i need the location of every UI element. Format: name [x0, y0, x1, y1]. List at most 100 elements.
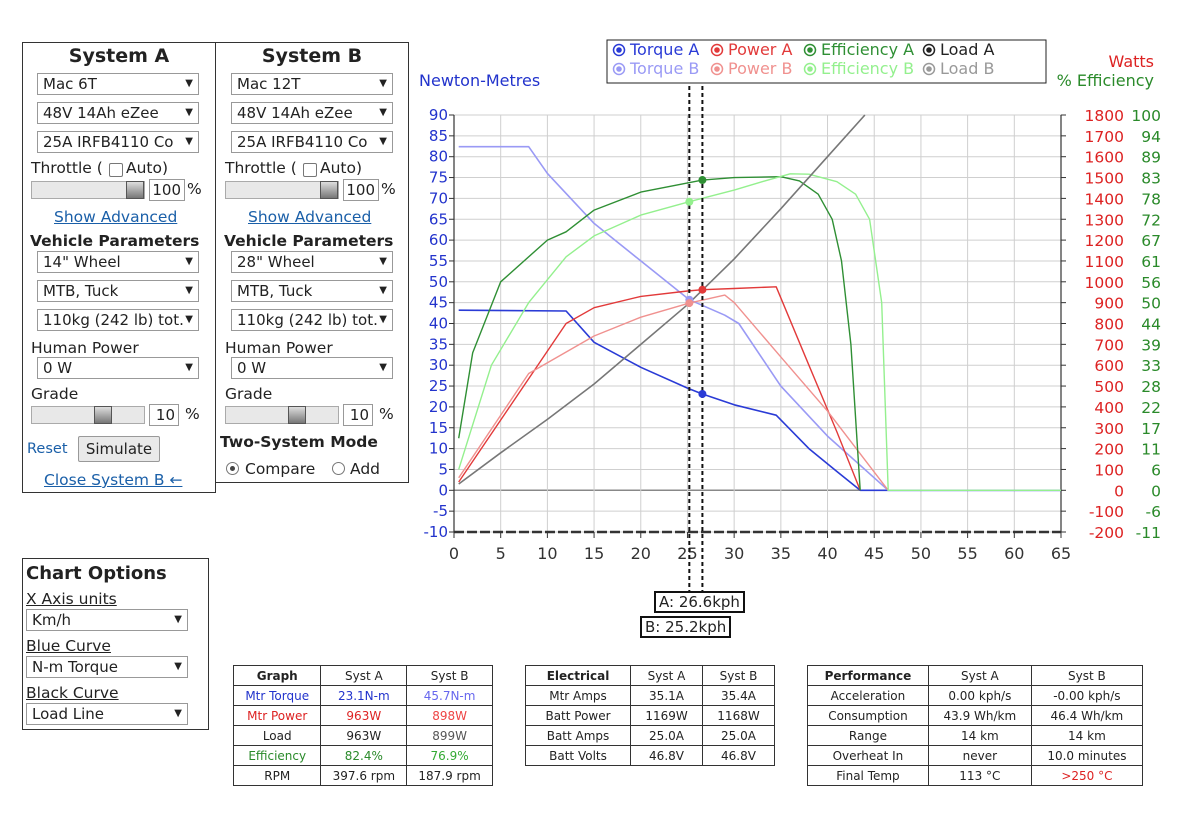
grade-slider-b[interactable] [225, 406, 339, 424]
efficiency-tick-label: 39 [1141, 336, 1161, 354]
efficiency-tick-label: 22 [1141, 399, 1161, 417]
cursor-label-b: B: 25.2kph [640, 616, 732, 638]
electrical-table: Electrical Syst A Syst B Mtr Amps 35.1A … [524, 665, 775, 766]
y-tick-label: 15 [429, 419, 448, 437]
compare-radio[interactable] [226, 462, 239, 475]
throttle-input-a[interactable]: 100 [149, 179, 185, 201]
watts-tick-label: -100 [1089, 503, 1124, 521]
auto-checkbox-a[interactable] [109, 163, 123, 177]
throttle-thumb-b[interactable] [320, 181, 338, 199]
x-tick-label: 0 [449, 544, 459, 563]
wheel-select-b[interactable]: 28" Wheel ▼ [231, 251, 393, 273]
grade-pct-b: % [379, 405, 394, 423]
vehicle-params-heading-b: Vehicle Parameters [224, 232, 394, 250]
y-tick-label: 75 [429, 169, 448, 187]
y-tick-label: 65 [429, 210, 448, 228]
grade-thumb-b[interactable] [288, 406, 306, 424]
graph-table-cell: 187.9 rpm [406, 765, 493, 786]
performance-table-cell: Range [807, 725, 929, 746]
electrical-table-header: Electrical [524, 665, 632, 686]
weight-select-b[interactable]: 110kg (242 lb) tot. ▼ [231, 309, 393, 331]
electrical-table-cell: Mtr Amps [524, 685, 632, 706]
chart-options-panel: Chart Options X Axis units Km/h ▼ Blue Cu… [22, 558, 209, 730]
electrical-table-cell: Batt Volts [524, 745, 632, 766]
black-curve-select[interactable]: Load Line ▼ [26, 703, 188, 725]
battery-select-b[interactable]: 48V 14Ah eZee ▼ [231, 102, 393, 124]
electrical-table-cell: Batt Amps [524, 725, 632, 746]
auto-checkbox-b[interactable] [303, 163, 317, 177]
throttle-slider-b[interactable] [225, 181, 339, 199]
blue-curve-select[interactable]: N-m Torque ▼ [26, 656, 188, 678]
y-tick-label: 45 [429, 294, 448, 312]
graph-table-header: Syst A [320, 665, 408, 686]
performance-table-cell: Consumption [807, 705, 929, 726]
human-power-select-a[interactable]: 0 W ▼ [37, 357, 199, 379]
efficiency-tick-label: 0 [1151, 482, 1161, 500]
x-tick-label: 50 [911, 544, 931, 563]
close-system-b-link[interactable]: Close System B ← [44, 471, 183, 489]
human-power-select-b[interactable]: 0 W ▼ [231, 357, 393, 379]
y-tick-label: 35 [429, 335, 448, 353]
legend-label-power-a: Power A [728, 40, 792, 59]
curve-marker [698, 285, 707, 294]
efficiency-tick-label: 61 [1141, 253, 1161, 271]
posture-select-b[interactable]: MTB, Tuck ▼ [231, 280, 393, 302]
performance-table-cell: 43.9 Wh/km [927, 705, 1032, 726]
x-axis-units-select[interactable]: Km/h ▼ [26, 609, 188, 631]
chart-options-title: Chart Options [26, 563, 167, 584]
simulate-button[interactable]: Simulate [78, 436, 160, 462]
graph-table-cell: RPM [232, 765, 322, 786]
posture-select-a[interactable]: MTB, Tuck ▼ [37, 280, 199, 302]
watts-tick-label: 1400 [1085, 190, 1124, 208]
graph-table-cell: 82.4% [320, 745, 408, 766]
performance-table-cell: 0.00 kph/s [927, 685, 1032, 706]
show-advanced-link-b[interactable]: Show Advanced [248, 208, 372, 226]
motor-select-b[interactable]: Mac 12T ▼ [231, 73, 393, 95]
controller-select-b[interactable]: 25A IRFB4110 Co ▼ [231, 131, 393, 153]
grade-input-a[interactable]: 10 [149, 404, 179, 426]
reset-link[interactable]: Reset [27, 441, 68, 457]
throttle-thumb-a[interactable] [126, 181, 144, 199]
x-tick-label: 40 [817, 544, 837, 563]
watts-tick-label: 1100 [1085, 253, 1124, 271]
controller-select-a[interactable]: 25A IRFB4110 Co ▼ [37, 131, 199, 153]
efficiency-tick-label: 78 [1141, 190, 1161, 208]
performance-table-cell: 14 km [1030, 725, 1144, 746]
y-tick-label: 40 [429, 315, 448, 333]
performance-table-cell: Overheat In [807, 745, 929, 766]
throttle-label-a: Throttle ( [31, 159, 103, 177]
add-radio[interactable] [332, 462, 345, 475]
battery-select-a[interactable]: 48V 14Ah eZee ▼ [37, 102, 199, 124]
electrical-table-cell: 46.8V [630, 745, 703, 766]
y-tick-label: 5 [438, 460, 448, 478]
performance-table-cell: 113 °C [927, 765, 1032, 786]
weight-select-a[interactable]: 110kg (242 lb) tot. ▼ [37, 309, 199, 331]
watts-tick-label: 900 [1094, 295, 1124, 313]
graph-table-cell: Mtr Torque [232, 685, 322, 706]
performance-table-cell: 10.0 minutes [1030, 745, 1144, 766]
efficiency-tick-label: 6 [1151, 461, 1161, 479]
throttle-input-b[interactable]: 100 [343, 179, 379, 201]
y-tick-label: 0 [438, 481, 448, 499]
grade-thumb-a[interactable] [94, 406, 112, 424]
motor-select-a[interactable]: Mac 6T ▼ [37, 73, 199, 95]
x-tick-label: 30 [724, 544, 744, 563]
watts-tick-label: 500 [1094, 378, 1124, 396]
y-tick-label: 55 [429, 252, 448, 270]
electrical-table-cell: Batt Power [524, 705, 632, 726]
curve-marker [698, 389, 707, 398]
throttle-slider-a[interactable] [31, 181, 145, 199]
grade-pct-a: % [185, 405, 200, 423]
grade-slider-a[interactable] [31, 406, 145, 424]
auto-label-b: Auto) [320, 159, 363, 177]
show-advanced-link-a[interactable]: Show Advanced [54, 208, 178, 226]
wheel-select-a[interactable]: 14" Wheel ▼ [37, 251, 199, 273]
performance-table: Performance Syst A Syst B Acceleration 0… [807, 665, 1144, 786]
efficiency-tick-label: 89 [1141, 149, 1161, 167]
load-a-curve [458, 114, 866, 485]
performance-table-cell: 14 km [927, 725, 1032, 746]
watts-tick-label: 1700 [1085, 128, 1124, 146]
grade-input-b[interactable]: 10 [343, 404, 373, 426]
system-b-title: System B [261, 45, 363, 67]
